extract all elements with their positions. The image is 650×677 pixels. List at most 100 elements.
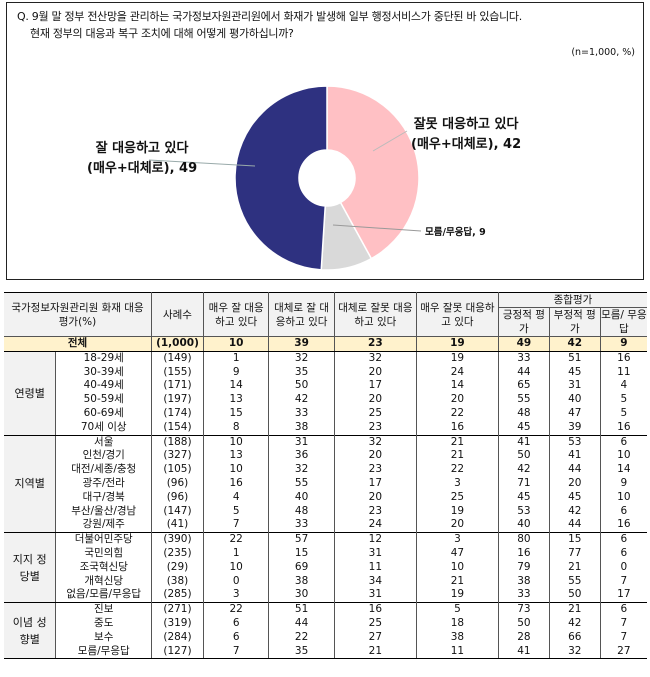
cell: 45: [497, 420, 550, 436]
cell: 30: [268, 588, 335, 603]
row-sample: (327): [151, 449, 204, 464]
cell: 22: [202, 532, 270, 547]
cell: 45: [548, 365, 601, 380]
row-sample: (38): [151, 574, 204, 589]
cell: 27: [333, 630, 417, 645]
row-sample: (96): [151, 490, 204, 505]
table-row: 연령별 18-29세 (149) 1 32 32 19 33 51 16: [4, 350, 647, 436]
cell: 50: [268, 379, 335, 394]
cell: 55: [548, 574, 601, 589]
table-row: 인천/경기 (327) 13 36 20 21 50 41 10: [4, 449, 647, 464]
row-label: 70세 이상: [55, 420, 152, 436]
row-sample: (154): [151, 420, 204, 436]
cell: 42: [548, 336, 601, 352]
group-label: 지역별: [4, 434, 57, 534]
cell: 6: [202, 630, 270, 645]
cell: 32: [333, 434, 417, 450]
cell: 20: [548, 476, 601, 491]
cell: 9: [202, 365, 270, 380]
row-label: 강원/제주: [55, 518, 152, 533]
cell: 6: [599, 602, 647, 617]
cell: 4: [599, 379, 647, 394]
cell: 40: [548, 393, 601, 407]
cell: 27: [599, 644, 647, 660]
cell: 1: [202, 350, 270, 366]
cell: 21: [415, 449, 499, 464]
cell: 1: [202, 546, 270, 561]
cell: 10: [202, 463, 270, 477]
cell: 16: [202, 476, 270, 491]
cell: 10: [415, 560, 499, 575]
header-sample: 사례수: [151, 292, 204, 337]
table-row: 30-39세 (155) 9 35 20 24 44 45 11: [4, 365, 647, 380]
cell: 50: [497, 449, 550, 464]
cell: 10: [202, 336, 270, 352]
label-good: 잘 대응하고 있다 (매우+대체로), 49: [87, 139, 197, 179]
cell: 48: [497, 406, 550, 421]
row-label: 60-69세: [55, 406, 152, 421]
question-text: Q. 9월 말 정부 전산망을 관리하는 국가정보자원관리원에서 화재가 발생해…: [17, 8, 522, 42]
header-fairly-good: 대체로 잘 대응하고 있다: [268, 292, 335, 337]
cell: 42: [268, 393, 335, 407]
table-row: 광주/전라 (96) 16 55 17 3 71 20 9: [4, 476, 647, 491]
header-fairly-bad: 대체로 잘못 대응하고 있다: [333, 292, 417, 337]
row-sample: (285): [151, 588, 204, 603]
cell: 28: [497, 630, 550, 645]
table-row: 모름/무응답 (127) 7 35 21 11 41 32 27: [4, 644, 647, 660]
cell: 50: [548, 588, 601, 603]
cell: 31: [333, 546, 417, 561]
table-row: 없음/모름/무응답 (285) 3 30 31 19 33 50 17: [4, 588, 647, 603]
row-sample: (171): [151, 379, 204, 394]
cell: 45: [548, 490, 601, 505]
cell: 21: [548, 560, 601, 575]
cell: 42: [497, 463, 550, 477]
table-row-total: 전체 (1,000) 10 39 23 19 49 42 9: [4, 336, 647, 352]
cell: 35: [268, 644, 335, 660]
cell: 14: [415, 379, 499, 394]
cell: 6: [599, 434, 647, 450]
cell: 69: [268, 560, 335, 575]
row-sample: (127): [151, 644, 204, 660]
label-dk: 모름/무응답, 9: [425, 227, 486, 238]
cell: 5: [202, 504, 270, 519]
cell: 15: [202, 406, 270, 421]
cell: 77: [548, 546, 601, 561]
cell: 23: [333, 463, 417, 477]
cell: 38: [268, 420, 335, 436]
cell: 7: [599, 574, 647, 589]
cell: 0: [202, 574, 270, 589]
cell: 3: [415, 532, 499, 547]
cell: 22: [415, 406, 499, 421]
label-bad: 잘못 대응하고 있다 (매우+대체로), 42: [411, 115, 521, 155]
cell: 33: [497, 588, 550, 603]
row-sample: (155): [151, 365, 204, 380]
row-label: 국민의힘: [55, 546, 152, 561]
cell: 9: [599, 336, 647, 352]
cell: 13: [202, 449, 270, 464]
row-label: 모름/무응답: [55, 644, 152, 660]
cell: 21: [548, 602, 601, 617]
label-bad-line2: (매우+대체로), 42: [411, 137, 522, 152]
leader-lines: [148, 130, 422, 232]
cell: 47: [415, 546, 499, 561]
cell: 41: [497, 434, 550, 450]
cell: 24: [333, 518, 417, 533]
table-row: 지지 정당별 더불어민주당 (390) 22 57 12 3 80 15 6: [4, 532, 647, 604]
cell: 17: [333, 476, 417, 491]
cell: 22: [268, 630, 335, 645]
header-very-good: 매우 잘 대응하고 있다: [202, 292, 270, 337]
table-row: 지역별 서울 (188) 10 31 32 21 41 53 6: [4, 434, 647, 534]
cell: 14: [202, 379, 270, 394]
row-label: 중도: [55, 616, 152, 631]
cell: 44: [268, 616, 335, 631]
group-label: 연령별: [4, 350, 57, 436]
header-summary: 종합평가: [497, 292, 647, 308]
cell: 12: [333, 532, 417, 547]
cell: 7: [202, 518, 270, 533]
cell: 7: [202, 644, 270, 660]
table-row: 국민의힘 (235) 1 15 31 47 16 77 6: [4, 546, 647, 561]
cell: 42: [548, 616, 601, 631]
label-good-line2: (매우+대체로), 49: [87, 161, 198, 176]
table-row: 70세 이상 (154) 8 38 23 16 45 39 16: [4, 420, 647, 436]
cell: 31: [268, 434, 335, 450]
